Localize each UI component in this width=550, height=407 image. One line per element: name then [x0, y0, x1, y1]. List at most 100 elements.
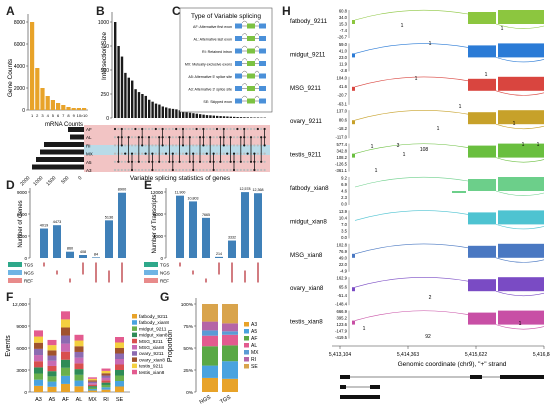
- b-matrix-dot: [171, 127, 174, 131]
- panel-g: Proportion 0% 25% 50% 75% 100% NGS TGS A3A5AF…: [167, 298, 259, 406]
- c-exon: [259, 36, 266, 41]
- b-matrix-dot: [209, 127, 212, 131]
- b-matrix-dot: [246, 136, 249, 139]
- panel-d: Number of Genes 0 3000 6000 9000 4019 4473 86…: [8, 188, 126, 284]
- a-bottom-tick: 0: [77, 175, 83, 181]
- f-legend-swatch: [132, 369, 137, 375]
- b-ytick-label: 500: [101, 68, 110, 74]
- a-bar: [61, 105, 66, 110]
- b-matrix-dot: [232, 127, 236, 131]
- b-matrix-dot: [246, 160, 249, 163]
- b-matrix-dot: [144, 152, 147, 155]
- c-exon-alt: [247, 73, 255, 79]
- h-junction-arc: [354, 43, 469, 54]
- h-track-tick: 0.0: [341, 202, 347, 207]
- e-row-label: TGS: [160, 263, 169, 268]
- h-junction-arc: [354, 277, 469, 288]
- f-bar-segment: [88, 390, 97, 392]
- f-bar-segment: [115, 348, 124, 354]
- b-matrix-dot: [212, 144, 215, 147]
- b-matrix-dot: [219, 127, 222, 131]
- b-matrix-dot: [161, 160, 164, 163]
- h-track-name: testis_9211: [290, 152, 322, 159]
- g-ytick-label: 0%: [186, 390, 194, 396]
- h-junction-arc: [495, 157, 545, 163]
- c-exon: [259, 86, 266, 91]
- h-track-tick: 577.4: [337, 142, 348, 147]
- b-matrix-dot: [198, 136, 202, 139]
- h-track-tick: 0.0: [341, 235, 347, 240]
- f-ytick-label: 9000: [16, 324, 27, 330]
- b-matrix-dot: [134, 168, 137, 172]
- b-matrix-dot: [120, 152, 123, 155]
- f-legend-label: fatbody_9211: [139, 314, 168, 320]
- h-junction-label: 1: [363, 326, 366, 332]
- e-bar: [228, 240, 236, 258]
- f-bar-segment: [115, 386, 124, 392]
- b-matrix-dot: [222, 160, 225, 163]
- b-matrix-dot: [243, 168, 246, 172]
- g-legend-swatch: [244, 329, 249, 334]
- h-junction-arc: [354, 210, 469, 221]
- g-legend-label: MX: [251, 350, 259, 356]
- b-matrix-dot: [263, 160, 266, 163]
- h-junction-arc: [354, 143, 469, 154]
- f-bar-segment: [74, 357, 84, 364]
- b-matrix-dot: [212, 127, 215, 131]
- b-matrix-dot: [195, 127, 198, 131]
- b-matrix-dot: [205, 168, 208, 172]
- b-bar: [250, 117, 253, 118]
- c-junction: [241, 33, 248, 36]
- b-bar: [114, 22, 117, 118]
- f-legend-swatch: [132, 320, 137, 325]
- g-bar-segment: [202, 377, 218, 392]
- e-bar-label: 214: [216, 252, 222, 256]
- f-bar-segment: [88, 383, 97, 385]
- b-matrix-dot: [175, 168, 178, 172]
- a-bar: [66, 107, 71, 110]
- a-ytick-label: 6000: [14, 42, 25, 48]
- e-bar: [215, 256, 223, 258]
- f-bar-segment: [88, 387, 97, 390]
- f-bar-segment: [74, 380, 84, 387]
- f-legend-label: testis_xian8: [139, 370, 165, 376]
- h-track-tick: -419.5: [335, 335, 348, 340]
- h-junction-label: 1: [429, 41, 432, 47]
- d-bar-label: 4019: [40, 224, 48, 228]
- b-matrix-dot: [164, 127, 168, 131]
- h-track-tick: -148.4: [335, 302, 348, 307]
- b-matrix-dot: [209, 136, 212, 139]
- h-coverage: [468, 12, 496, 24]
- b-bar: [246, 117, 249, 118]
- h-track-tick: 7.0: [341, 222, 347, 227]
- f-bar-segment: [115, 359, 124, 365]
- g-bar-segment: [202, 346, 218, 366]
- panel-e-ylabel: Number of Transcripts: [152, 194, 158, 253]
- b-matrix-dot: [260, 127, 263, 131]
- b-bar: [226, 116, 229, 118]
- g-bar-segment: [202, 304, 218, 322]
- h-coverage: [498, 210, 544, 225]
- panel-c-title: Type of Variable splicing: [191, 13, 261, 20]
- b-matrix-dot: [185, 168, 188, 172]
- b-matrix-dot: [260, 136, 263, 139]
- d-bar: [66, 251, 74, 258]
- e-ytick-label: 8000: [153, 212, 164, 217]
- f-bar-segment: [34, 355, 43, 362]
- e-bar: [241, 192, 249, 258]
- f-xtick-label: AF: [62, 397, 70, 403]
- panel-letter-d: D: [6, 178, 15, 192]
- b-matrix-dot: [130, 127, 134, 131]
- h-xtick-label: 5,414,363: [397, 352, 419, 358]
- b-matrix-dot: [202, 168, 205, 172]
- h-coverage: [498, 310, 544, 325]
- h-coverage: [352, 120, 355, 125]
- f-bar-segment: [74, 369, 84, 375]
- h-junction-label: 1: [415, 76, 418, 82]
- h-track-tick: 11.9: [339, 61, 348, 66]
- panel-letter-e: E: [144, 178, 153, 192]
- c-junction: [241, 45, 248, 49]
- h-xtick-label: 5,413,104: [329, 352, 351, 358]
- b-matrix-dot: [124, 152, 127, 155]
- d-bar: [105, 220, 113, 258]
